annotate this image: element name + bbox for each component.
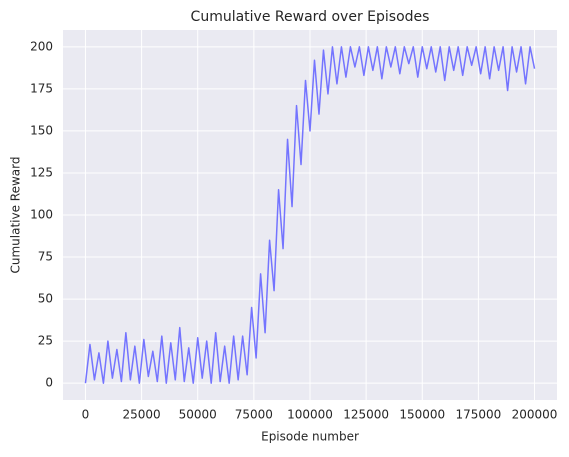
y-tick-label: 0 [45, 376, 53, 390]
x-tick-label: 125000 [343, 408, 389, 422]
y-tick-label: 175 [30, 81, 53, 95]
x-tick-label: 175000 [456, 408, 502, 422]
chart-title: Cumulative Reward over Episodes [191, 9, 430, 25]
x-tick-label: 0 [82, 408, 90, 422]
x-tick-label: 200000 [512, 408, 558, 422]
x-tick-label: 25000 [122, 408, 160, 422]
y-tick-label: 100 [30, 208, 53, 222]
x-tick-label: 100000 [287, 408, 333, 422]
x-tick-label: 50000 [179, 408, 217, 422]
y-tick-label: 150 [30, 123, 53, 137]
x-tick-label: 150000 [399, 408, 445, 422]
y-tick-label: 25 [38, 334, 53, 348]
x-axis-label: Episode number [261, 430, 359, 444]
y-tick-label: 125 [30, 165, 53, 179]
y-tick-label: 75 [38, 250, 53, 264]
y-axis-label: Cumulative Reward [9, 157, 23, 274]
x-tick-label: 75000 [235, 408, 273, 422]
y-tick-label: 200 [30, 39, 53, 53]
y-tick-label: 50 [38, 292, 53, 306]
line [84, 46, 536, 384]
